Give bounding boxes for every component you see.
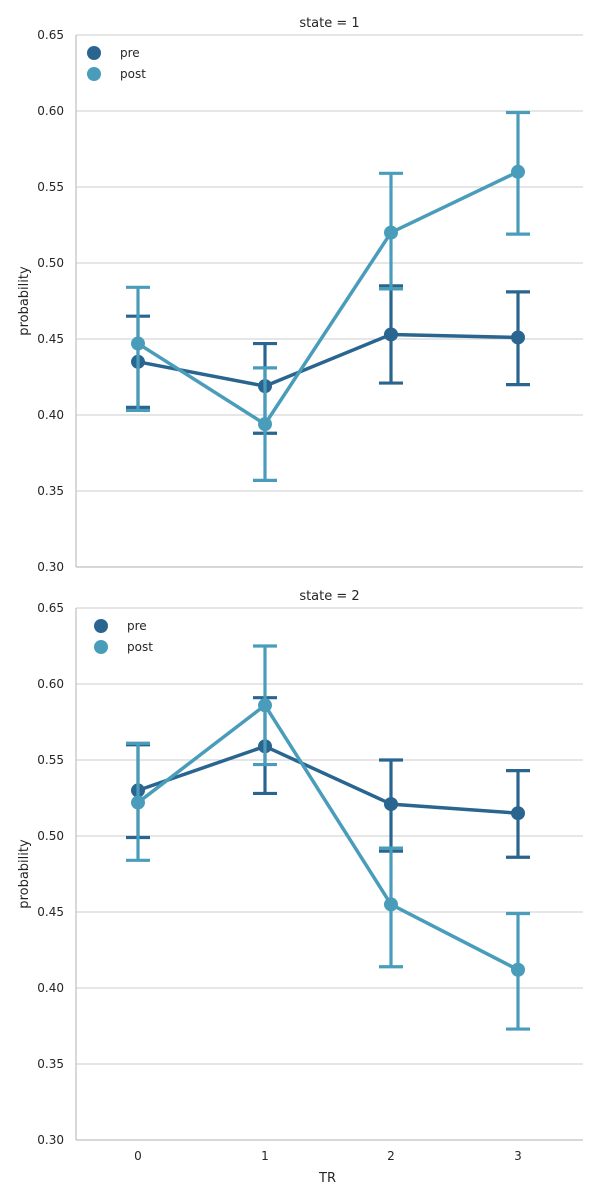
series-line-1-post [136,703,519,972]
legend-marker-0-post [87,67,101,81]
data-point-0-pre-2 [384,327,398,342]
data-point-1-post-2 [384,897,398,912]
y-tick-label-0-6: 0.60 [37,104,64,118]
y-tick-label-1-2: 0.40 [37,981,64,995]
data-point-0-post-0 [131,336,145,351]
y-axis-label-1: probability [17,839,32,909]
y-tick-label-1-7: 0.65 [37,601,64,615]
data-point-1-post-0 [131,795,145,810]
y-tick-label-0-5: 0.55 [37,180,64,194]
x-tick-label-0: 0 [134,1149,142,1163]
legend-marker-0-pre [87,46,101,60]
x-tick-label-1: 1 [261,1149,269,1163]
x-tick-label-3: 3 [514,1149,522,1163]
legend-label-0-pre: pre [120,46,140,60]
panel-title-0: state = 1 [299,16,359,31]
y-tick-label-0-7: 0.65 [37,28,64,42]
data-point-1-pre-3 [511,806,525,821]
data-point-1-pre-2 [384,797,398,812]
legend-label-1-pre: pre [127,619,147,633]
series-line-1-pre [137,744,519,815]
data-point-1-post-1 [258,698,272,713]
x-tick-label-2: 2 [387,1149,395,1163]
data-point-0-post-1 [258,417,272,432]
series-line-0-post [137,170,519,426]
data-point-0-pre-3 [511,330,525,345]
y-tick-label-1-5: 0.55 [37,753,64,767]
y-tick-label-1-0: 0.30 [37,1133,64,1147]
legend-label-1-post: post [127,640,153,654]
panel-title-1: state = 2 [299,589,359,604]
y-tick-label-1-3: 0.45 [37,905,64,919]
y-tick-label-0-4: 0.50 [37,256,64,270]
y-tick-label-0-0: 0.30 [37,560,64,574]
legend-label-0-post: post [120,67,146,81]
y-tick-label-0-3: 0.45 [37,332,64,346]
y-tick-label-1-1: 0.35 [37,1057,64,1071]
y-axis-label-0: probability [17,266,32,336]
y-tick-label-0-1: 0.35 [37,484,64,498]
x-axis-label: TR [318,1171,336,1186]
y-tick-label-0-2: 0.40 [37,408,64,422]
legend-marker-1-pre [94,619,108,633]
y-tick-label-1-6: 0.60 [37,677,64,691]
legend-marker-1-post [94,640,108,654]
data-point-0-post-2 [384,225,398,240]
data-point-1-post-3 [511,962,525,977]
series-line-0-pre [137,332,519,388]
y-tick-label-1-4: 0.50 [37,829,64,843]
data-point-0-post-3 [511,164,525,179]
